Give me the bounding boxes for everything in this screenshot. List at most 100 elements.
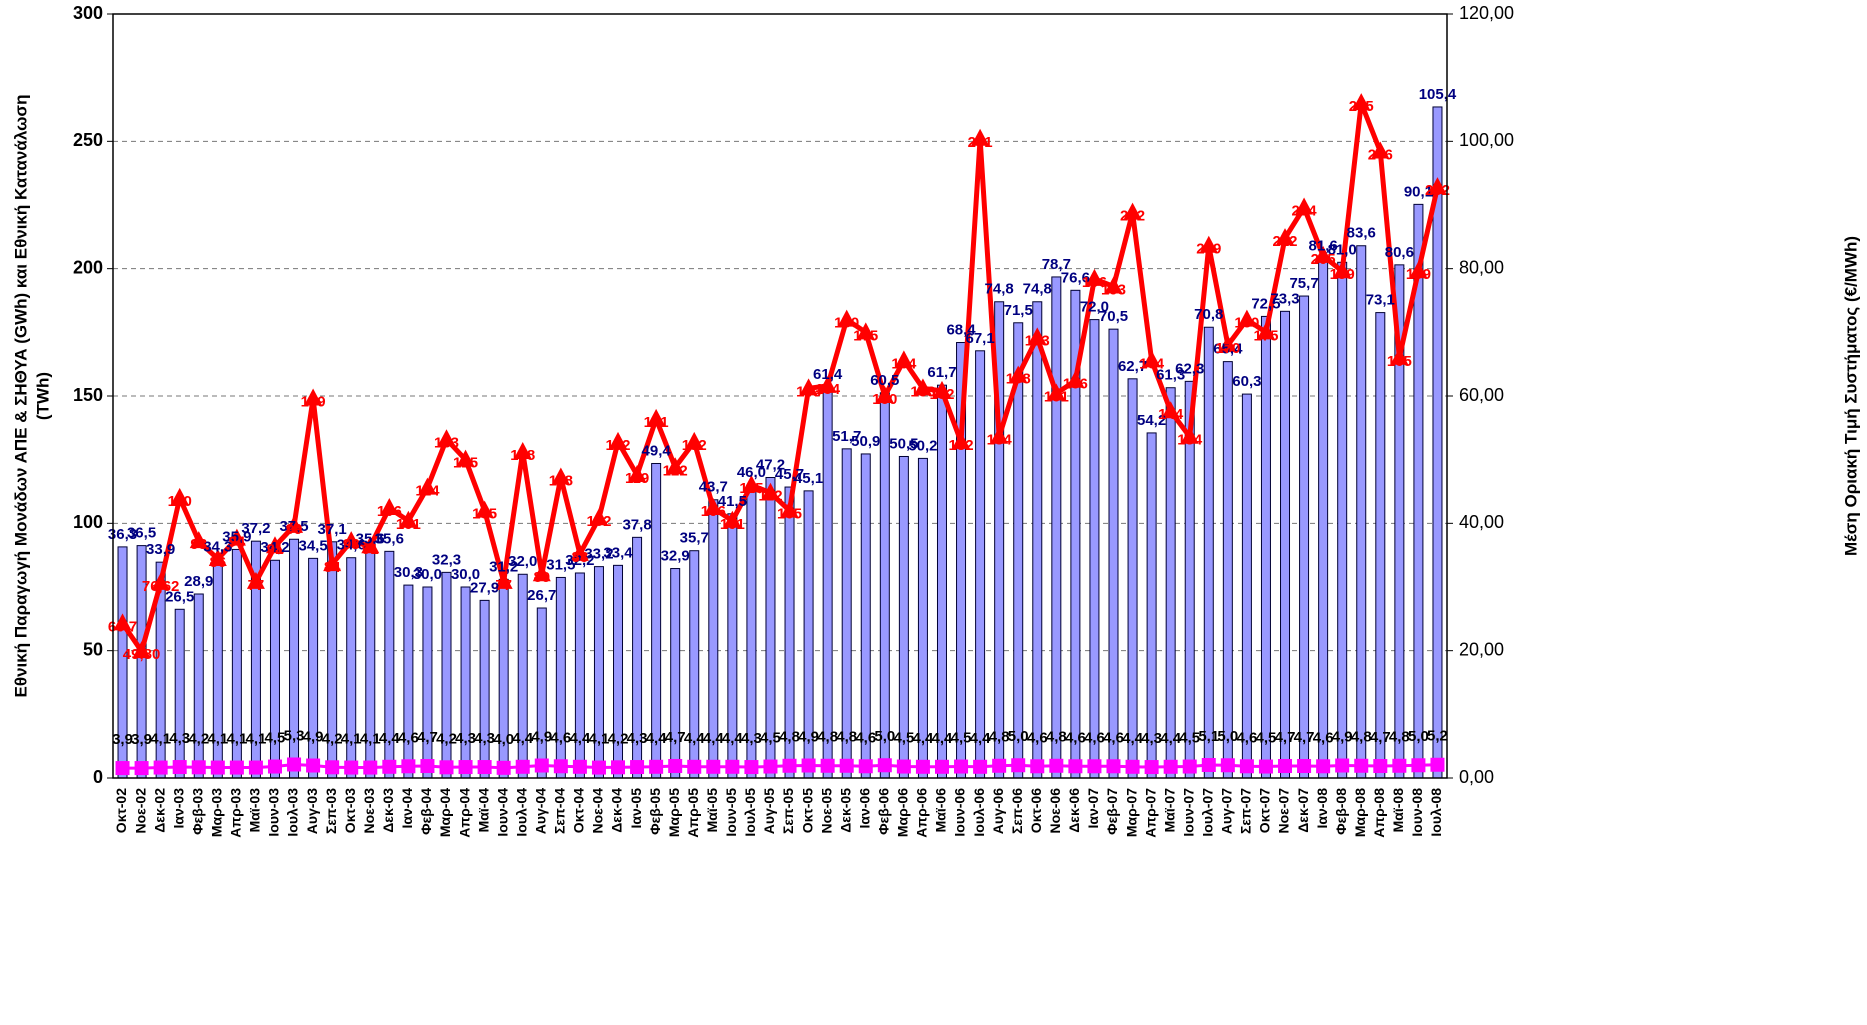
marker (1104, 276, 1123, 294)
marker (246, 571, 265, 589)
marker (1066, 370, 1085, 388)
data-label: 133 (434, 434, 459, 451)
data-label: 54,2 (1137, 412, 1166, 429)
marker (934, 759, 949, 774)
data-label: 122 (663, 462, 688, 479)
x-tick-label: Απρ-05 (685, 788, 701, 838)
data-label: 77 (495, 577, 512, 594)
y2-tick-label: 20,00 (1459, 639, 1504, 659)
data-label: 26,5 (165, 588, 194, 605)
data-label: 193 (1101, 281, 1126, 298)
data-label: 41,5 (718, 493, 747, 510)
marker (952, 431, 971, 449)
marker (1411, 758, 1426, 773)
x-tick-label: Αυγ-06 (990, 788, 1006, 834)
data-label: 158 (1006, 371, 1031, 388)
marker (1333, 261, 1352, 279)
x-tick-label: Μαρ-05 (666, 788, 682, 837)
bar (670, 568, 681, 779)
marker (132, 641, 151, 659)
y-tick-label: 50 (83, 639, 103, 659)
x-tick-label: Ιουλ-07 (1199, 788, 1215, 837)
marker (799, 378, 818, 396)
marker (591, 760, 606, 775)
data-label: 114 (415, 483, 440, 500)
data-label: 5,0 (874, 728, 895, 745)
x-tick-label: Μαρ-08 (1352, 788, 1368, 837)
data-label: 78,7 (1042, 256, 1071, 273)
data-label: 28,9 (184, 573, 213, 590)
marker (534, 758, 549, 773)
x-tick-label: Σεπ-05 (780, 788, 796, 834)
data-label: 246 (1368, 146, 1393, 163)
marker (475, 500, 494, 518)
marker (856, 322, 875, 340)
marker (134, 761, 149, 776)
marker (782, 758, 797, 773)
data-label: 4,1 (226, 731, 247, 748)
marker (837, 309, 856, 327)
x-tick-label: Μαϊ-06 (933, 788, 949, 833)
data-label: 80 (533, 569, 550, 586)
data-label: 105 (777, 506, 802, 523)
marker (780, 500, 799, 518)
x-tick-label: Απρ-04 (456, 788, 472, 838)
data-label: 60,5 (870, 372, 899, 389)
marker (342, 531, 361, 549)
data-label: 50,5 (889, 435, 918, 452)
marker (1314, 245, 1333, 263)
marker (344, 760, 359, 775)
data-label: 4,4 (684, 730, 706, 747)
data-label: 199 (1330, 266, 1355, 283)
data-label: 224 (1292, 203, 1318, 220)
bar (1165, 387, 1176, 779)
data-label: 37,8 (622, 516, 651, 533)
x-tick-label: Απρ-06 (914, 788, 930, 838)
y-axis-title: (TWh) (33, 372, 52, 420)
data-label: 30,0 (413, 566, 442, 583)
marker (551, 467, 570, 485)
data-label: 61,3 (1156, 367, 1185, 384)
marker (191, 760, 206, 775)
x-tick-label: Ιουλ-05 (742, 788, 758, 837)
data-label: 3,9 (131, 731, 152, 748)
marker (1030, 759, 1045, 774)
x-tick-label: Δεκ-04 (609, 788, 625, 833)
data-label: 4,4 (646, 730, 668, 747)
data-label: 34,2 (260, 539, 289, 556)
data-label: 93 (190, 536, 207, 553)
data-label: 4,2 (188, 730, 209, 747)
y2-tick-label: 100,00 (1459, 130, 1514, 150)
bar (1299, 295, 1310, 779)
data-label: 4,9 (1332, 728, 1353, 745)
data-label: 170 (1215, 340, 1240, 357)
data-label: 74,8 (985, 281, 1014, 298)
x-tick-label: Μαϊ-07 (1161, 788, 1177, 833)
marker (458, 760, 473, 775)
marker (1087, 759, 1102, 774)
data-label: 222 (1120, 208, 1145, 225)
y-tick-label: 150 (73, 385, 103, 405)
bar (1032, 301, 1043, 779)
data-label: 32,0 (508, 553, 537, 570)
x-tick-label: Ιαν-03 (170, 788, 186, 829)
marker (725, 759, 740, 774)
data-label: 30,3 (394, 564, 423, 581)
bar (1356, 245, 1367, 779)
data-label: 4,5 (760, 730, 781, 747)
x-tick-label: Νοε-04 (590, 788, 606, 834)
data-label: 232 (1425, 182, 1450, 199)
data-label: 4,8 (1389, 729, 1410, 746)
data-label: 93 (343, 536, 360, 553)
data-label: 4,8 (1046, 729, 1067, 746)
data-label: 152 (929, 386, 954, 403)
data-label: 26,7 (527, 587, 556, 604)
data-label: 32,3 (432, 551, 461, 568)
bar (1203, 326, 1214, 779)
marker (208, 548, 227, 566)
data-label: 90,1 (1404, 183, 1433, 200)
marker (248, 760, 263, 775)
marker (954, 759, 969, 774)
data-label: 80,6 (1385, 244, 1414, 261)
marker (839, 758, 854, 773)
